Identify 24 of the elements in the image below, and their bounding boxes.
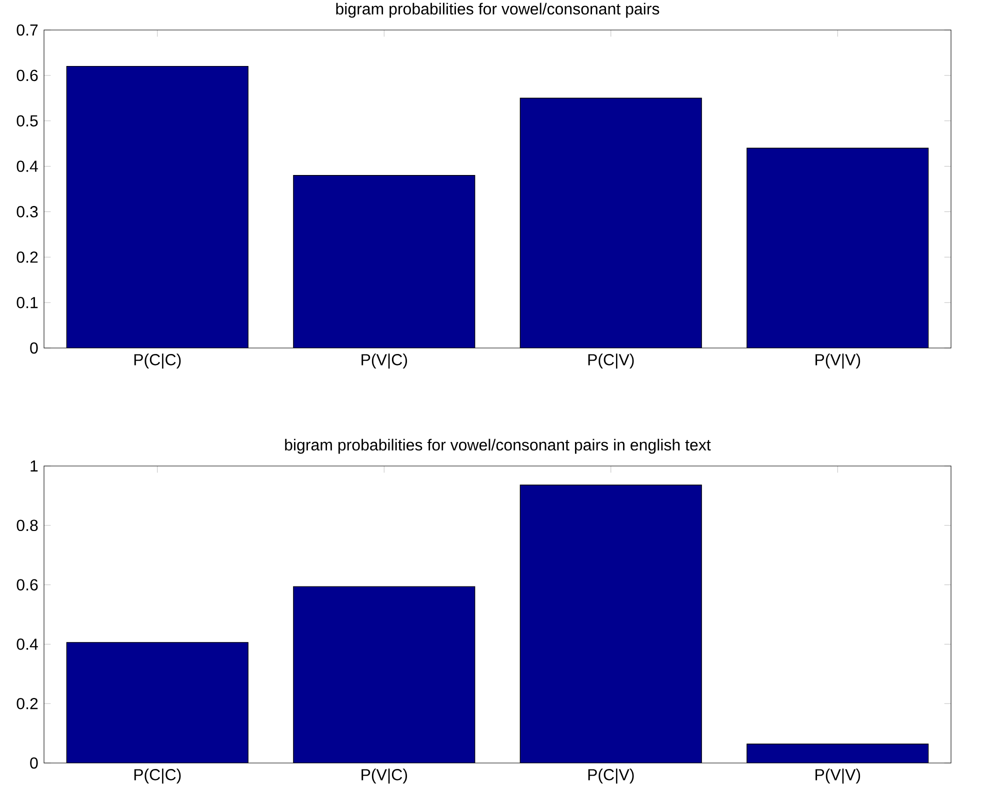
x-tick-label: P(V|V) (816, 768, 860, 784)
y-tick-label: 0 (30, 757, 38, 769)
y-tick-label: 0.8 (16, 520, 38, 532)
y-tick-label: 0.5 (16, 115, 38, 127)
x-tick-label: P(C|C) (134, 768, 181, 784)
chart-title: bigram probabilities for vowel/consonant pairs in english text (285, 438, 711, 454)
x-tick-label: P(C|V) (588, 768, 634, 784)
x-tick-label: P(V|C) (362, 768, 407, 784)
x-tick-label: P(C|V) (588, 354, 634, 369)
y-tick-label: 0.1 (16, 296, 38, 308)
x-tick-label: P(V|C) (362, 354, 407, 369)
y-tick-label: 0.3 (16, 206, 38, 218)
y-tick-label: 0 (30, 342, 38, 354)
y-tick-label: 0.7 (16, 24, 38, 36)
x-tick-label: P(V|V) (816, 354, 860, 369)
y-tick-label: 0.2 (16, 251, 38, 263)
y-tick-label: 0.6 (16, 579, 38, 590)
y-tick-label: 0.2 (16, 698, 38, 710)
y-tick-label: 0.6 (16, 70, 38, 82)
y-tick-label: 0.4 (16, 638, 38, 650)
y-tick-label: 1 (30, 460, 38, 472)
y-tick-label: 0.4 (16, 160, 38, 172)
x-tick-label: P(C|C) (134, 354, 181, 369)
chart-title: bigram probabilities for vowel/consonant pairs (336, 2, 660, 18)
